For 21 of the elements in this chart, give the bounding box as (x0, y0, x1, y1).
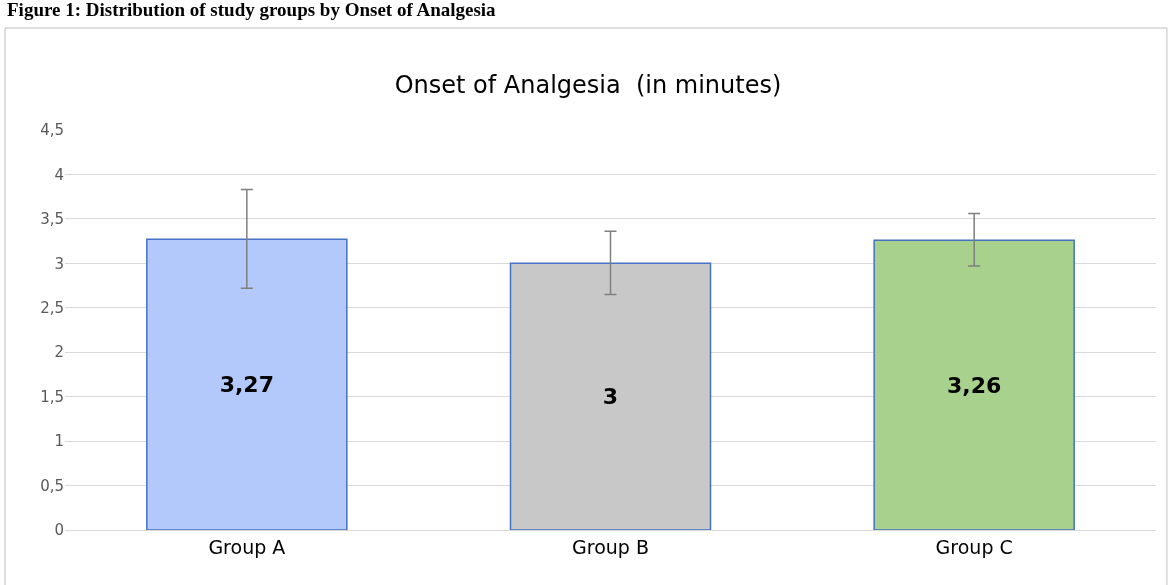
y-tick-label: 0 (54, 521, 64, 540)
y-tick-label: 2 (54, 343, 64, 362)
y-tick-label: 2,5 (40, 299, 64, 318)
data-label: 3,27 (219, 372, 274, 398)
y-tick-label: 1 (54, 432, 64, 451)
y-tick-label: 4 (54, 165, 64, 184)
caption: Figure 1: Distribution of study groups by Onset of Analgesia (7, 0, 497, 20)
bar (509, 262, 712, 530)
data-label: 3 (602, 384, 619, 410)
x-tick-label: Group A (208, 535, 286, 558)
bar (873, 239, 1075, 530)
data-label: 3,26 (947, 372, 1002, 398)
x-tick-label: Group B (572, 535, 649, 558)
y-tick-label: 3,5 (40, 210, 64, 229)
chart-title: Onset of Analgesia (in minutes) (394, 71, 782, 100)
y-tick-label: 4,5 (40, 121, 64, 140)
x-tick-label: Group C (935, 535, 1013, 558)
y-tick-label: 3 (54, 254, 64, 273)
y-tick-label: 0,5 (40, 476, 64, 495)
bar (146, 238, 348, 530)
y-tick-label: 1,5 (40, 387, 64, 406)
